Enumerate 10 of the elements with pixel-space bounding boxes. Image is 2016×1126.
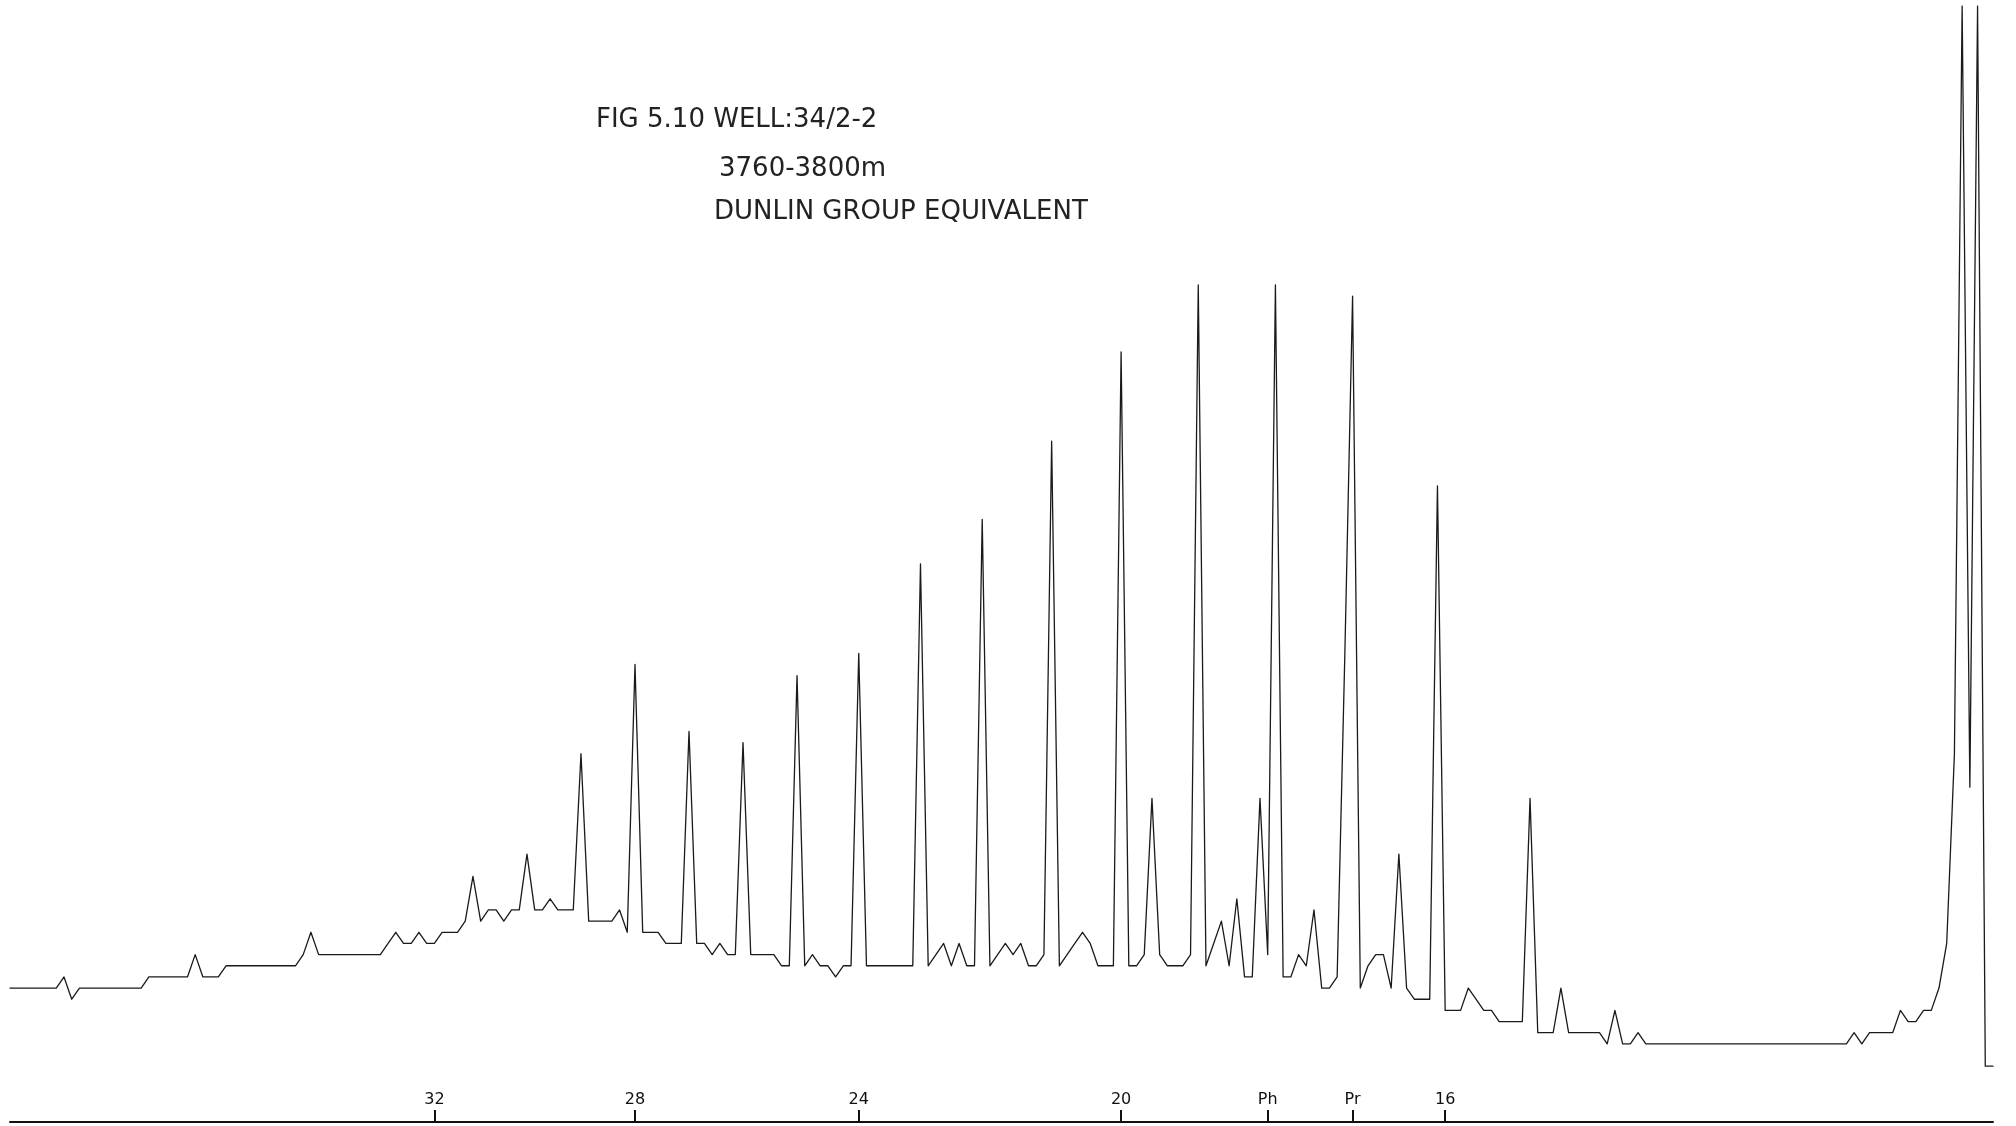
annotation: DUNLIN GROUP EQUIVALENT [714, 195, 1088, 225]
x-tick-label: 16 [1434, 1088, 1456, 1108]
x-tick-label: Pr [1344, 1088, 1361, 1108]
x-tick-label: 24 [848, 1088, 869, 1108]
x-tick-label: 20 [1110, 1088, 1132, 1108]
x-tick-label: 28 [624, 1088, 646, 1108]
text: 3760-3800m [719, 152, 887, 182]
x-tick-label: Ph [1257, 1088, 1278, 1108]
x-tick-label: 32 [424, 1088, 445, 1108]
text: FIG 5.10 WELL:34/2-2 [596, 103, 878, 133]
